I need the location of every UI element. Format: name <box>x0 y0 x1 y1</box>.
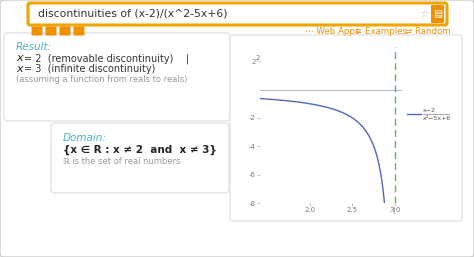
Text: x²−5x+6: x²−5x+6 <box>423 116 451 122</box>
FancyBboxPatch shape <box>230 35 462 221</box>
Text: ≡ Examples: ≡ Examples <box>355 26 407 35</box>
Text: ℝ is the set of real numbers: ℝ is the set of real numbers <box>63 157 181 166</box>
FancyBboxPatch shape <box>73 26 84 35</box>
FancyBboxPatch shape <box>46 26 56 35</box>
Text: Result:: Result: <box>16 42 52 52</box>
FancyBboxPatch shape <box>4 33 230 121</box>
FancyBboxPatch shape <box>60 26 71 35</box>
Text: 2: 2 <box>255 55 260 61</box>
Text: = 2  (removable discontinuity)    |: = 2 (removable discontinuity) | <box>24 53 189 63</box>
Text: Domain:: Domain: <box>63 133 107 143</box>
Text: ☆: ☆ <box>420 9 429 19</box>
Text: ⋯ Web Apps: ⋯ Web Apps <box>305 26 359 35</box>
FancyBboxPatch shape <box>51 123 229 193</box>
Text: discontinuities of (x-2)/(x^2-5x+6): discontinuities of (x-2)/(x^2-5x+6) <box>38 9 228 19</box>
Text: = 3  (infinite discontinuity): = 3 (infinite discontinuity) <box>24 64 155 74</box>
Text: $x$: $x$ <box>16 64 25 74</box>
Text: $x$: $x$ <box>16 53 25 63</box>
Text: ⇌ Random: ⇌ Random <box>405 26 451 35</box>
Text: x−2: x−2 <box>423 107 436 113</box>
FancyBboxPatch shape <box>31 26 43 35</box>
Text: ▤: ▤ <box>433 9 442 19</box>
FancyBboxPatch shape <box>28 3 447 25</box>
Text: (assuming a function from reals to reals): (assuming a function from reals to reals… <box>16 75 187 84</box>
FancyBboxPatch shape <box>431 5 444 23</box>
Text: {x ∈ R : x ≠ 2  and  x ≠ 3}: {x ∈ R : x ≠ 2 and x ≠ 3} <box>63 145 217 155</box>
